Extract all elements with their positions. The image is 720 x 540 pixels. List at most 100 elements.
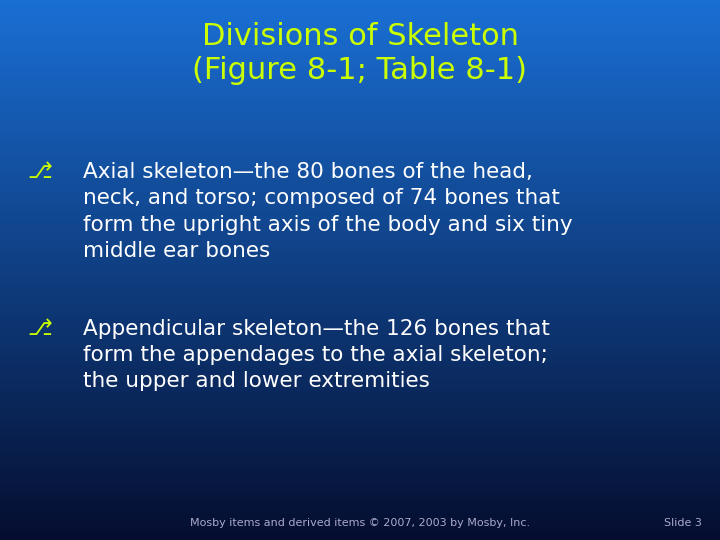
- Bar: [0, 526, 720, 529]
- Bar: [0, 267, 720, 270]
- Bar: [0, 321, 720, 324]
- Bar: [0, 278, 720, 281]
- Bar: [0, 14, 720, 16]
- Bar: [0, 27, 720, 30]
- Bar: [0, 119, 720, 122]
- Bar: [0, 213, 720, 216]
- Bar: [0, 305, 720, 308]
- Bar: [0, 11, 720, 14]
- Bar: [0, 40, 720, 43]
- Bar: [0, 94, 720, 97]
- Bar: [0, 416, 720, 418]
- Bar: [0, 159, 720, 162]
- Bar: [0, 378, 720, 381]
- Bar: [0, 373, 720, 375]
- Bar: [0, 375, 720, 378]
- Bar: [0, 246, 720, 248]
- Bar: [0, 200, 720, 202]
- Bar: [0, 127, 720, 130]
- Bar: [0, 364, 720, 367]
- Bar: [0, 254, 720, 256]
- Bar: [0, 284, 720, 286]
- Text: Axial skeleton—the 80 bones of the head,
neck, and torso; composed of 74 bones t: Axial skeleton—the 80 bones of the head,…: [83, 162, 572, 261]
- Bar: [0, 421, 720, 424]
- Bar: [0, 189, 720, 192]
- Bar: [0, 248, 720, 251]
- Bar: [0, 78, 720, 81]
- Bar: [0, 3, 720, 5]
- Bar: [0, 162, 720, 165]
- Bar: [0, 208, 720, 211]
- Bar: [0, 43, 720, 46]
- Bar: [0, 467, 720, 470]
- Bar: [0, 5, 720, 8]
- Bar: [0, 359, 720, 362]
- Text: Appendicular skeleton—the 126 bones that
form the appendages to the axial skelet: Appendicular skeleton—the 126 bones that…: [83, 319, 549, 392]
- Bar: [0, 194, 720, 197]
- Bar: [0, 429, 720, 432]
- Bar: [0, 537, 720, 540]
- Text: Divisions of Skeleton
(Figure 8-1; Table 8-1): Divisions of Skeleton (Figure 8-1; Table…: [192, 22, 528, 85]
- Bar: [0, 437, 720, 440]
- Bar: [0, 65, 720, 68]
- Text: ⎇: ⎇: [27, 162, 52, 182]
- Bar: [0, 297, 720, 300]
- Bar: [0, 462, 720, 464]
- Text: Slide 3: Slide 3: [664, 518, 702, 528]
- Bar: [0, 165, 720, 167]
- Bar: [0, 202, 720, 205]
- Bar: [0, 89, 720, 92]
- Bar: [0, 240, 720, 243]
- Bar: [0, 316, 720, 319]
- Bar: [0, 516, 720, 518]
- Bar: [0, 475, 720, 478]
- Bar: [0, 338, 720, 340]
- Bar: [0, 294, 720, 297]
- Bar: [0, 343, 720, 346]
- Bar: [0, 346, 720, 348]
- Bar: [0, 356, 720, 359]
- Bar: [0, 205, 720, 208]
- Bar: [0, 505, 720, 508]
- Bar: [0, 486, 720, 489]
- Bar: [0, 32, 720, 35]
- Bar: [0, 448, 720, 451]
- Bar: [0, 92, 720, 94]
- Bar: [0, 178, 720, 181]
- Bar: [0, 443, 720, 445]
- Bar: [0, 270, 720, 273]
- Bar: [0, 408, 720, 410]
- Bar: [0, 132, 720, 135]
- Bar: [0, 459, 720, 462]
- Bar: [0, 192, 720, 194]
- Bar: [0, 324, 720, 327]
- Bar: [0, 494, 720, 497]
- Bar: [0, 157, 720, 159]
- Bar: [0, 22, 720, 24]
- Bar: [0, 310, 720, 313]
- Bar: [0, 68, 720, 70]
- Bar: [0, 275, 720, 278]
- Bar: [0, 432, 720, 435]
- Bar: [0, 489, 720, 491]
- Bar: [0, 0, 720, 3]
- Bar: [0, 100, 720, 103]
- Bar: [0, 392, 720, 394]
- Bar: [0, 446, 720, 448]
- Bar: [0, 167, 720, 170]
- Bar: [0, 54, 720, 57]
- Bar: [0, 24, 720, 27]
- Bar: [0, 370, 720, 373]
- Bar: [0, 57, 720, 59]
- Bar: [0, 529, 720, 532]
- Bar: [0, 362, 720, 364]
- Bar: [0, 8, 720, 11]
- Bar: [0, 381, 720, 383]
- Bar: [0, 367, 720, 370]
- Bar: [0, 51, 720, 54]
- Bar: [0, 49, 720, 51]
- Bar: [0, 154, 720, 157]
- Bar: [0, 418, 720, 421]
- Bar: [0, 348, 720, 351]
- Bar: [0, 292, 720, 294]
